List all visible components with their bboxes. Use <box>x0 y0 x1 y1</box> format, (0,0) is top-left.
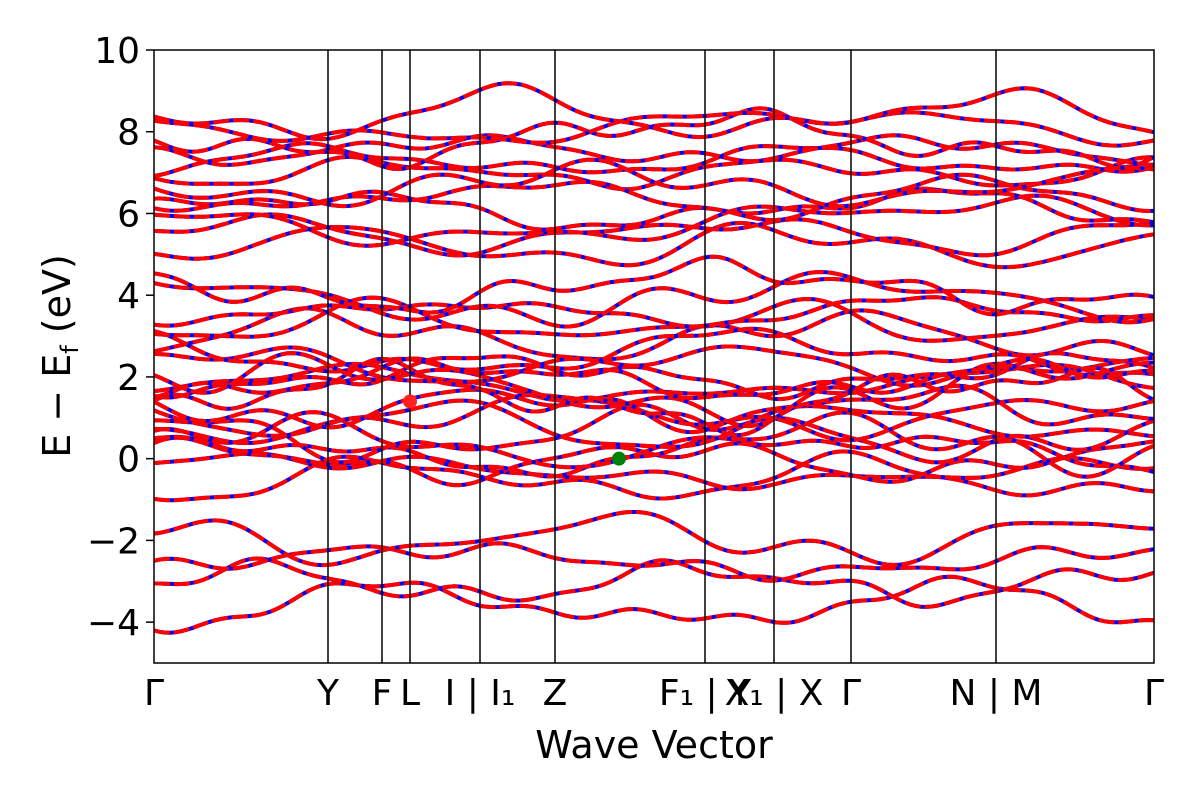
band-line-spin-up <box>154 351 1154 401</box>
band-line-spin-up <box>154 110 1154 148</box>
y-axis-label: E − Ef (eV) <box>35 254 84 458</box>
y-tick-label: 0 <box>117 440 140 481</box>
vbm-marker <box>612 451 626 466</box>
band-line-spin-up <box>154 510 1154 568</box>
kpoint-label: F <box>372 673 393 714</box>
band-line-spin-up <box>154 193 1154 248</box>
y-axis-label-main: E − E <box>35 354 79 458</box>
band-line-spin-up <box>154 541 1154 583</box>
band-line-spin-up <box>154 383 1154 435</box>
kpoint-label: Γ <box>1144 673 1164 714</box>
kpoint-label: F₁ | Y <box>659 673 752 714</box>
band-line-spin-up <box>154 254 1154 317</box>
band-line-spin-up <box>154 106 1154 172</box>
band-line-spin-up <box>154 351 1154 429</box>
band-line-spin-up <box>154 306 1154 362</box>
y-tick-label: −2 <box>87 521 140 562</box>
y-tick-label: 2 <box>117 358 140 399</box>
kpoint-vertical-lines <box>327 50 997 663</box>
kpoint-label: I | I₁ <box>445 673 516 714</box>
band-line-spin-up <box>154 574 1154 635</box>
band-line-spin-up <box>154 356 1154 438</box>
kpoint-label: N | M <box>949 673 1042 714</box>
band-line-spin-up <box>154 295 1154 329</box>
band-line-spin-up <box>154 402 1154 465</box>
y-axis-label-unit: (eV) <box>35 254 79 345</box>
band-lines <box>154 81 1154 635</box>
band-line-spin-up <box>154 356 1154 401</box>
kpoint-label: Γ <box>144 673 164 714</box>
y-tick-label: 8 <box>117 113 140 154</box>
band-line-spin-up <box>154 81 1154 142</box>
y-tick-label: 10 <box>94 31 140 72</box>
band-line-spin-up <box>154 141 1154 178</box>
band-line-spin-down <box>154 81 1154 142</box>
band-line-spin-up <box>154 326 1154 377</box>
band-line-spin-up <box>154 221 1154 270</box>
kpoint-label: Y <box>316 673 340 714</box>
band-line-spin-up <box>154 361 1154 404</box>
band-edge-markers <box>403 394 626 466</box>
band-line-spin-up <box>154 556 1154 609</box>
kpoint-label: X₁ | X <box>725 673 824 714</box>
kpoint-label: L <box>400 673 420 714</box>
y-axis-label-sub: f <box>56 345 84 354</box>
band-line-spin-up <box>154 157 1154 209</box>
plot-frame <box>153 49 1155 664</box>
band-line-spin-down <box>154 574 1154 635</box>
band-line-spin-up <box>154 410 1154 479</box>
y-tick-label: 6 <box>117 194 140 235</box>
x-axis-label: Wave Vector <box>535 723 773 767</box>
band-line-spin-up <box>154 451 1154 492</box>
kpoint-label: Γ <box>841 673 861 714</box>
y-tick-label: 4 <box>117 276 140 317</box>
band-line-spin-up <box>154 295 1154 343</box>
band-line-spin-up <box>154 212 1154 258</box>
y-axis-ticks: −4 −2 0 2 4 6 8 10 <box>87 31 154 644</box>
cbm-marker <box>403 394 417 409</box>
y-tick-label: −4 <box>87 603 140 644</box>
kpoint-label: Z <box>543 673 568 714</box>
